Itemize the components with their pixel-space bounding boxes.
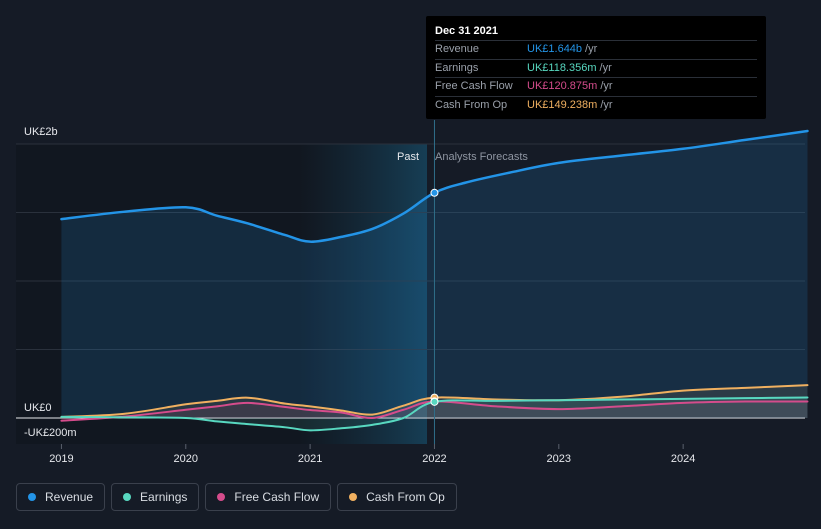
tooltip-row-cash-from-op: Cash From Op UK£149.238m /yr [435,95,757,115]
y-axis-label: UK£2b [24,126,58,138]
tooltip-row-free-cash-flow: Free Cash Flow UK£120.875m /yr [435,77,757,96]
tooltip-label: Earnings [435,61,479,74]
legend-dot-icon [123,493,132,501]
tooltip-label: Cash From Op [435,98,508,111]
x-tick-label: 2021 [298,453,322,465]
hover-tooltip: Dec 31 2021 Revenue UK£1.644b /yr Earnin… [426,16,766,119]
tooltip-unit: /yr [600,98,613,111]
tooltip-value: UK£149.238m [527,98,598,111]
legend-label: Cash From Op [366,490,445,504]
tooltip-unit: /yr [599,61,612,74]
past-highlight-band [300,144,427,444]
forecast-label: Analysts Forecasts [435,151,528,163]
revenue-line [60,129,809,243]
legend-dot-icon [349,493,358,501]
y-axis-label: -UK£200m [24,427,77,439]
hover-markers [430,188,439,406]
x-tick-label: 2022 [422,453,446,465]
y-axis-label: UK£0 [24,402,52,414]
chart-legend: Revenue Earnings Free Cash Flow Cash Fro… [16,483,457,511]
legend-item-earnings[interactable]: Earnings [111,483,200,511]
x-tick-label: 2024 [671,453,695,465]
legend-item-free-cash-flow[interactable]: Free Cash Flow [205,483,332,511]
earnings-line [60,396,809,432]
x-tick-label: 2023 [547,453,571,465]
tooltip-value: UK£120.875m [527,80,598,92]
tooltip-value: UK£118.356m [527,61,597,74]
tooltip-unit: /yr [585,43,598,55]
legend-dot-icon [28,493,36,501]
cash-from-op-line [60,384,809,418]
legend-label: Earnings [140,490,188,504]
tooltip-label: Revenue [435,43,480,55]
x-tick-label: 2020 [174,453,198,465]
legend-label: Revenue [45,490,94,504]
legend-label: Free Cash Flow [234,490,320,504]
tooltip-value: UK£1.644b [527,43,583,55]
revenue-hover-point [430,188,439,197]
tooltip-row-revenue: Revenue UK£1.644b /yr [435,40,757,59]
tooltip-row-earnings: Earnings UK£118.356m /yr [435,58,757,78]
x-axis-ticks: 2019 2020 2021 2022 2023 2024 [49,444,695,465]
past-label: Past [397,151,419,163]
free-cash-flow-line [60,400,809,422]
x-tick-label: 2019 [49,453,73,465]
y-axis-labels: UK£2b UK£0 -UK£200m [24,126,77,439]
legend-dot-icon [217,493,226,501]
tooltip-unit: /yr [600,80,613,92]
earnings-hover-point [430,397,439,406]
legend-item-cash-from-op[interactable]: Cash From Op [337,483,457,511]
legend-item-revenue[interactable]: Revenue [16,483,106,511]
tooltip-date: Dec 31 2021 [435,25,498,37]
tooltip-label: Free Cash Flow [435,80,513,92]
series-lines [60,129,809,432]
